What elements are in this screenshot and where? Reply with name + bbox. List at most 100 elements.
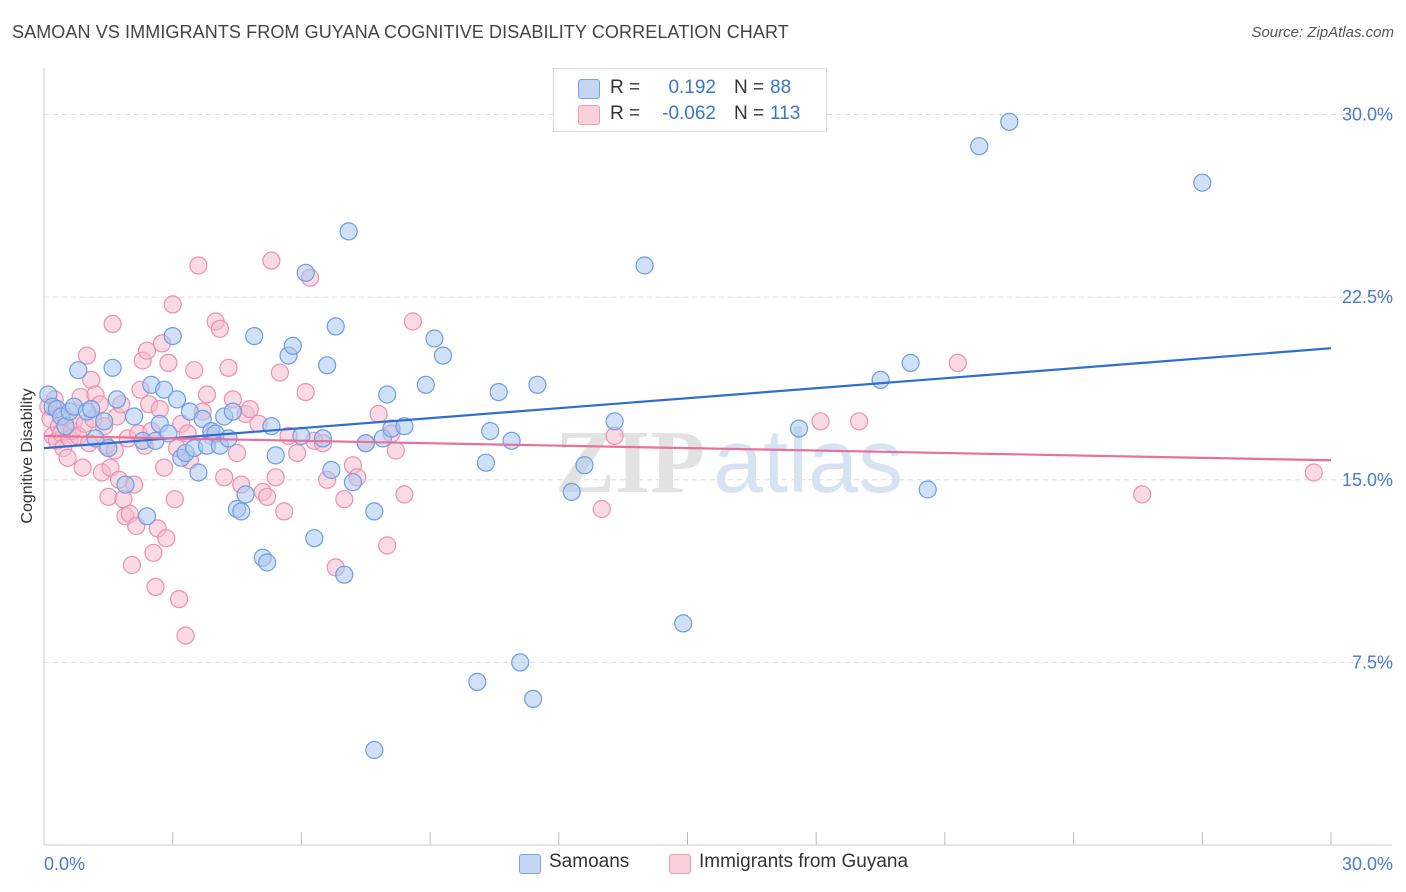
- guyana-point: [227, 443, 247, 463]
- samoan-point: [137, 507, 157, 526]
- guyana-point: [219, 358, 238, 377]
- samoan-point: [232, 502, 251, 521]
- samoan-point: [283, 336, 302, 355]
- guyana-point: [146, 577, 165, 597]
- legend-r-label: R =: [610, 77, 641, 98]
- samoan-point: [523, 689, 543, 709]
- guyana-point: [189, 256, 208, 275]
- guyana-point: [144, 543, 163, 562]
- samoan-point: [425, 329, 444, 348]
- samoan-point: [262, 417, 281, 436]
- guyana-point: [137, 341, 157, 360]
- x-tick-label: 30.0%: [1342, 854, 1393, 874]
- legend-row-guyana: R = -0.062 N = 113: [554, 101, 826, 127]
- legend-r-label: R =: [610, 103, 641, 124]
- samoan-point: [167, 390, 187, 409]
- samoan-point: [918, 480, 937, 499]
- guyana-point: [270, 363, 289, 382]
- guyana-point: [159, 353, 178, 372]
- samoan-point: [223, 402, 242, 421]
- samoan-point: [481, 422, 500, 441]
- guyana-point: [288, 443, 307, 463]
- bottom-legend-swatch-samoans: [519, 854, 541, 874]
- samoan-point: [296, 263, 315, 282]
- samoan-point: [365, 502, 384, 521]
- samoan-point: [86, 429, 105, 448]
- guyana-point: [99, 487, 118, 506]
- samoan-point: [103, 358, 122, 377]
- samoan-point: [318, 356, 337, 375]
- guyana-point: [215, 468, 234, 487]
- guyana-point: [58, 448, 77, 467]
- samoan-point: [236, 485, 255, 504]
- guyana-point: [185, 361, 204, 380]
- guyana-point: [1133, 485, 1152, 504]
- guyana-point: [403, 312, 422, 331]
- samoan-point: [575, 456, 594, 475]
- tick-layer: 7.5% 15.0% 22.5% 30.0% 0.0% 30.0%: [44, 105, 1393, 874]
- samoan-point: [605, 412, 624, 431]
- guyana-point: [240, 400, 259, 419]
- guyana-point: [395, 485, 414, 504]
- samoan-point: [258, 553, 277, 572]
- samoan-point: [107, 390, 127, 409]
- samoan-point: [871, 370, 890, 389]
- samoan-point: [789, 419, 809, 438]
- grid-layer: [43, 114, 1392, 845]
- legend-n-value-guyana: 113: [770, 103, 801, 124]
- legend-swatch-guyana: [578, 105, 600, 125]
- guyana-point: [210, 319, 229, 338]
- samoan-point: [901, 353, 920, 372]
- samoan-point: [970, 137, 989, 156]
- samoan-point: [468, 672, 487, 692]
- samoan-point: [339, 222, 358, 241]
- samoan-point: [163, 327, 182, 346]
- guyana-point: [197, 385, 217, 404]
- samoan-point: [416, 375, 435, 394]
- samoan-point: [189, 463, 208, 482]
- bottom-legend-swatch-guyana: [669, 854, 691, 874]
- guyana-point: [266, 468, 285, 487]
- guyana-point: [170, 589, 189, 609]
- legend-r-value-samoans: 0.192: [668, 77, 716, 98]
- guyana-point: [378, 536, 397, 555]
- legend-n-label: N =: [734, 77, 765, 98]
- samoan-point: [343, 473, 362, 492]
- guyana-point: [103, 314, 122, 333]
- samoan-point: [395, 417, 414, 436]
- samoan-point: [635, 256, 654, 275]
- legend-swatch-samoans: [578, 79, 600, 99]
- samoan-point: [116, 475, 135, 494]
- guyana-point: [155, 458, 174, 477]
- samoan-point: [378, 385, 397, 404]
- samoan-point: [433, 346, 453, 365]
- bottom-legend-label-guyana: Immigrants from Guyana: [699, 851, 909, 872]
- guyana-point: [849, 412, 869, 431]
- samoan-point: [674, 614, 693, 633]
- samoan-point: [1000, 112, 1019, 131]
- chart-title: SAMOAN VS IMMIGRANTS FROM GUYANA COGNITI…: [12, 22, 789, 42]
- y-tick-label: 30.0%: [1342, 105, 1393, 125]
- samoan-point: [94, 412, 114, 431]
- legend-n-label: N =: [734, 103, 765, 124]
- legend-r-value-guyana: -0.062: [662, 103, 716, 124]
- samoan-point: [511, 653, 530, 672]
- samoan-point: [528, 375, 547, 394]
- axis-layer: [43, 68, 1392, 846]
- samoan-point: [489, 383, 508, 402]
- samoan-point: [476, 453, 495, 472]
- guyana-trend-line: [43, 434, 1332, 462]
- samoan-point: [266, 446, 285, 465]
- guyana-point: [1304, 463, 1323, 482]
- samoan-point: [562, 482, 581, 501]
- guyana-point: [296, 383, 315, 402]
- watermark-atlas: atlas: [713, 412, 903, 512]
- guyana-point: [165, 490, 184, 509]
- guyana-point: [275, 502, 294, 521]
- samoan-point: [365, 740, 384, 760]
- guyana-point: [335, 490, 354, 509]
- samoan-trend-line: [43, 347, 1332, 450]
- guyana-point: [592, 499, 611, 519]
- y-tick-label: 15.0%: [1342, 470, 1393, 490]
